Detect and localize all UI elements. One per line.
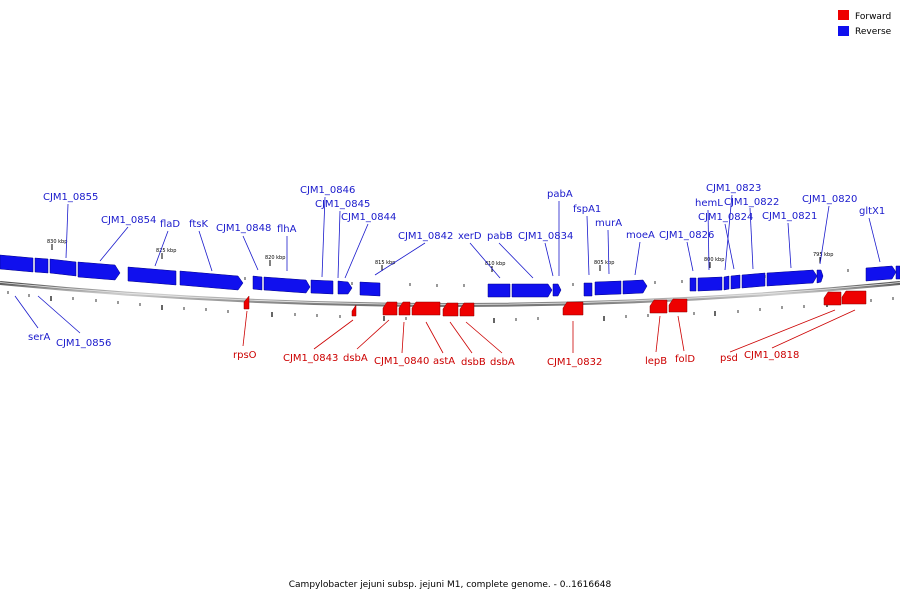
gene-label-reverse: CJM1_0826 — [659, 230, 714, 241]
gene-label-reverse: CJM1_0854 — [101, 215, 156, 226]
gene-arrow-reverse — [622, 279, 648, 295]
gene-label-forward: dsbA — [490, 357, 515, 368]
gene-label-reverse: pabB — [487, 231, 513, 242]
gene-label-reverse: CJM1_0821 — [762, 211, 817, 222]
gene-label-reverse: flaD — [160, 219, 180, 230]
gene-label-reverse: CJM1_0822 — [724, 197, 779, 208]
gene-arrow-reverse — [723, 275, 730, 291]
gene-arrow-reverse — [697, 276, 723, 292]
gene-arrow-reverse — [179, 270, 244, 291]
gene-label-forward: dsbA — [343, 353, 368, 364]
gene-arrow-forward — [841, 290, 867, 305]
gene-arrow-forward — [459, 302, 475, 317]
gene-arrow-reverse — [0, 254, 34, 273]
gene-arrow-reverse — [77, 261, 121, 281]
gene-label-reverse: gltX1 — [859, 206, 885, 217]
forward-gene-labels: rpsO CJM1_0843 dsbA CJM1_0840 astA dsbB … — [233, 350, 799, 368]
gene-arrow-forward — [411, 301, 441, 316]
scale-label: 825 kbp — [156, 248, 176, 254]
gene-label-forward: CJM1_0843 — [283, 353, 338, 364]
gene-label-reverse: xerD — [458, 231, 482, 242]
gene-label-reverse: CJM1_0848 — [216, 223, 271, 234]
gene-label-reverse: hemL — [695, 198, 723, 209]
gene-label-reverse: CJM1_0823 — [706, 183, 761, 194]
gene-label-reverse: CJM1_0856 — [56, 338, 111, 349]
gene-label-forward: folD — [675, 354, 695, 365]
gene-arrow-reverse — [730, 274, 741, 290]
gene-arrow-forward — [668, 298, 688, 313]
gene-arrow-forward — [243, 295, 250, 310]
gene-label-reverse: CJM1_0842 — [398, 231, 453, 242]
gene-label-forward: rpsO — [233, 350, 257, 361]
gene-arrow-reverse — [689, 277, 697, 292]
legend-forward-label: Forward — [855, 12, 891, 22]
gene-arrow-reverse — [511, 283, 553, 298]
gene-arrow-reverse — [127, 266, 177, 286]
legend-reverse-swatch — [838, 26, 849, 36]
gene-label-reverse: moeA — [626, 230, 655, 241]
gene-arrow-reverse — [741, 272, 766, 289]
gene-arrow-reverse — [816, 269, 824, 284]
legend-forward-swatch — [838, 10, 849, 20]
scale-label: 815 kbp — [375, 260, 395, 266]
gene-label-forward: CJM1_0818 — [744, 350, 799, 361]
legend-reverse-label: Reverse — [855, 27, 892, 37]
gene-label-reverse: CJM1_0834 — [518, 231, 573, 242]
gene-arrow-forward — [398, 301, 411, 316]
forward-leader-lines — [242, 309, 856, 354]
gene-arrow-reverse — [252, 275, 263, 291]
gene-label-reverse: fspA1 — [573, 204, 601, 215]
gene-label-reverse: flhA — [277, 224, 297, 235]
scale-label: 800 kbp — [704, 257, 724, 263]
scale-label: 810 kbp — [485, 261, 505, 267]
gene-arrow-forward — [649, 299, 668, 314]
gene-arrow-reverse — [263, 276, 311, 294]
gene-label-reverse: CJM1_0845 — [315, 199, 370, 210]
scale-label: 805 kbp — [594, 260, 614, 266]
reverse-leader-lines — [14, 194, 881, 334]
reverse-strand-track — [0, 254, 900, 298]
gene-arrow-reverse — [766, 269, 818, 287]
gene-arrow-forward — [823, 291, 842, 306]
gene-label-reverse: pabA — [547, 189, 573, 200]
gene-arrow-forward — [351, 304, 357, 317]
gene-label-forward: lepB — [645, 356, 667, 367]
gene-arrow-reverse — [865, 265, 897, 282]
gene-arrow-forward — [562, 301, 584, 316]
gene-arrow-reverse — [49, 258, 77, 277]
gene-label-forward: CJM1_0840 — [374, 356, 429, 367]
gene-label-forward: psd — [720, 353, 738, 364]
gene-arrow-reverse — [552, 283, 562, 297]
gene-arrow-reverse — [359, 281, 381, 297]
gene-arrow-reverse — [487, 283, 511, 298]
gene-arrow-forward — [382, 301, 398, 316]
reverse-gene-labels: CJM1_0855 CJM1_0854 flaD ftsK CJM1_0848 … — [28, 183, 885, 349]
gene-label-reverse: CJM1_0820 — [802, 194, 857, 205]
legend: Forward Reverse — [838, 10, 892, 37]
gene-arrow-reverse — [310, 279, 334, 295]
gene-label-forward: CJM1_0832 — [547, 357, 602, 368]
gene-label-reverse: CJM1_0846 — [300, 185, 355, 196]
gene-label-reverse: CJM1_0824 — [698, 212, 753, 223]
gene-arrow-reverse — [594, 280, 622, 296]
gene-arrow-reverse — [34, 257, 49, 274]
gene-label-reverse: CJM1_0855 — [43, 192, 98, 203]
gene-label-reverse: murA — [595, 218, 622, 229]
gene-arrow-reverse — [337, 280, 353, 295]
gene-label-reverse: CJM1_0844 — [341, 212, 396, 223]
genome-caption: Campylobacter jejuni subsp. jejuni M1, c… — [289, 580, 612, 590]
forward-strand-track — [243, 290, 867, 317]
scale-label: 820 kbp — [265, 255, 285, 261]
scale-label: 795 kbp — [813, 252, 833, 258]
gene-arrow-reverse — [895, 265, 900, 280]
gene-label-forward: dsbB — [461, 357, 486, 368]
gene-arrow-forward — [442, 302, 459, 317]
scale-label: 830 kbp — [47, 239, 67, 245]
gene-label-reverse: serA — [28, 332, 50, 343]
gene-label-forward: astA — [433, 356, 455, 367]
gene-arrow-reverse — [583, 282, 593, 297]
gene-label-reverse: ftsK — [189, 219, 208, 230]
